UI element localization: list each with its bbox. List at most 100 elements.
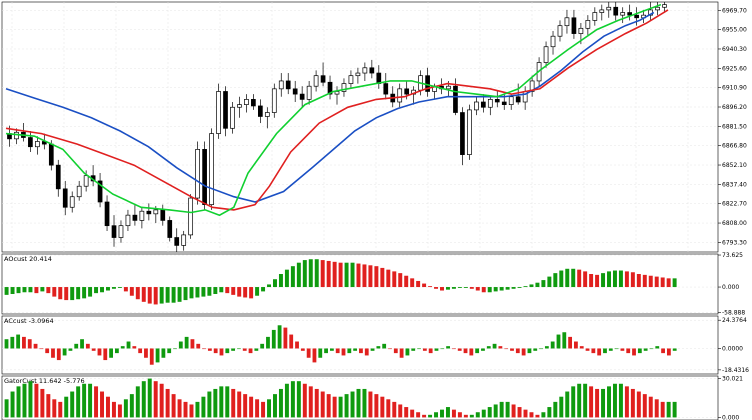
y-tick-label: 24.3764 <box>722 317 747 324</box>
histogram-bar <box>255 287 260 296</box>
histogram-bar <box>45 348 50 354</box>
histogram-bar <box>642 274 647 288</box>
histogram-bar <box>368 391 373 418</box>
histogram-bar <box>320 391 325 418</box>
histogram-bar <box>547 276 552 288</box>
histogram-bar <box>380 267 385 288</box>
histogram-bar <box>123 399 128 418</box>
histogram-bar <box>326 260 331 288</box>
histogram-bar <box>515 348 520 354</box>
histogram-bar <box>335 348 340 354</box>
histogram-bar <box>386 269 391 288</box>
histogram-bar <box>4 339 9 349</box>
histogram-bar <box>255 399 260 418</box>
histogram-bar <box>22 336 26 349</box>
candle <box>125 214 131 227</box>
histogram-bar <box>463 348 468 354</box>
histogram-bar <box>27 339 32 349</box>
candle <box>578 27 584 34</box>
histogram-bar <box>171 394 176 418</box>
histogram-bar <box>117 287 122 288</box>
candle <box>69 196 75 208</box>
histogram-bar <box>105 287 110 291</box>
histogram-bar <box>243 287 248 298</box>
candle <box>299 93 305 100</box>
histogram-bar <box>382 343 387 349</box>
histogram-bar <box>213 287 218 294</box>
histogram-bar <box>91 348 96 351</box>
histogram-bar <box>643 348 648 351</box>
histogram-bar <box>374 266 379 288</box>
histogram-bar <box>505 287 510 290</box>
candle <box>564 17 570 27</box>
histogram-bar <box>422 414 427 418</box>
histogram-bar <box>440 287 444 291</box>
histogram-bar <box>126 341 131 349</box>
candle <box>181 234 187 246</box>
candle <box>460 112 465 155</box>
histogram-bar <box>416 412 421 418</box>
candle <box>613 6 619 16</box>
y-tick-label: 6896.20 <box>722 104 747 111</box>
candle <box>453 85 458 113</box>
histogram-bar <box>22 383 27 418</box>
candle <box>48 143 54 166</box>
histogram-bar <box>4 287 9 295</box>
histogram-bar <box>267 399 272 418</box>
histogram-bar <box>271 329 276 349</box>
histogram-bar <box>492 343 497 349</box>
histogram-bar <box>266 336 270 349</box>
histogram-bar <box>147 378 152 418</box>
candle <box>327 81 333 95</box>
histogram-bar <box>533 348 538 351</box>
histogram-bar <box>608 348 613 351</box>
histogram-bar <box>451 348 456 350</box>
candle <box>515 96 521 103</box>
histogram-bar <box>28 381 33 418</box>
histogram-bar <box>195 287 200 298</box>
histogram-bar <box>574 341 578 349</box>
histogram-bar <box>399 348 404 358</box>
histogram-bar <box>338 396 343 418</box>
histogram-bar <box>52 399 57 418</box>
candle <box>146 210 152 215</box>
histogram-bar <box>642 394 647 418</box>
y-tick-label: 6925.60 <box>722 65 747 72</box>
candle <box>467 109 472 155</box>
candle <box>14 131 19 140</box>
candle <box>257 105 263 117</box>
histogram-bar <box>277 325 282 349</box>
histogram-bar <box>147 287 152 304</box>
histogram-bar <box>85 343 90 349</box>
histogram-bar <box>111 287 116 289</box>
histogram-bar <box>225 386 230 418</box>
histogram-bar <box>332 261 337 288</box>
candle <box>634 14 639 19</box>
histogram-bar <box>16 287 21 294</box>
histogram-bar <box>603 348 607 354</box>
candle <box>188 197 194 236</box>
histogram-bar <box>410 409 415 418</box>
candle <box>341 83 347 92</box>
histogram-bar <box>475 287 480 291</box>
histogram-bar <box>392 271 397 288</box>
histogram-bar <box>267 284 272 288</box>
histogram-bar <box>22 287 27 293</box>
histogram-bar <box>161 348 166 358</box>
candle <box>76 185 82 198</box>
histogram-bar <box>289 334 294 349</box>
histogram-bar <box>231 388 236 418</box>
histogram-bar <box>498 346 503 349</box>
histogram-bar <box>388 348 392 350</box>
candle <box>209 133 214 205</box>
candle <box>501 101 507 105</box>
indicator-title: ACcust -3.0964 <box>4 317 54 325</box>
histogram-bar <box>183 287 188 301</box>
histogram-bar <box>80 339 84 349</box>
histogram-bar <box>672 401 677 418</box>
histogram-bar <box>347 348 352 354</box>
y-tick-label: 6808.00 <box>722 220 747 227</box>
histogram-bar <box>362 388 367 418</box>
histogram-bar <box>295 341 299 349</box>
